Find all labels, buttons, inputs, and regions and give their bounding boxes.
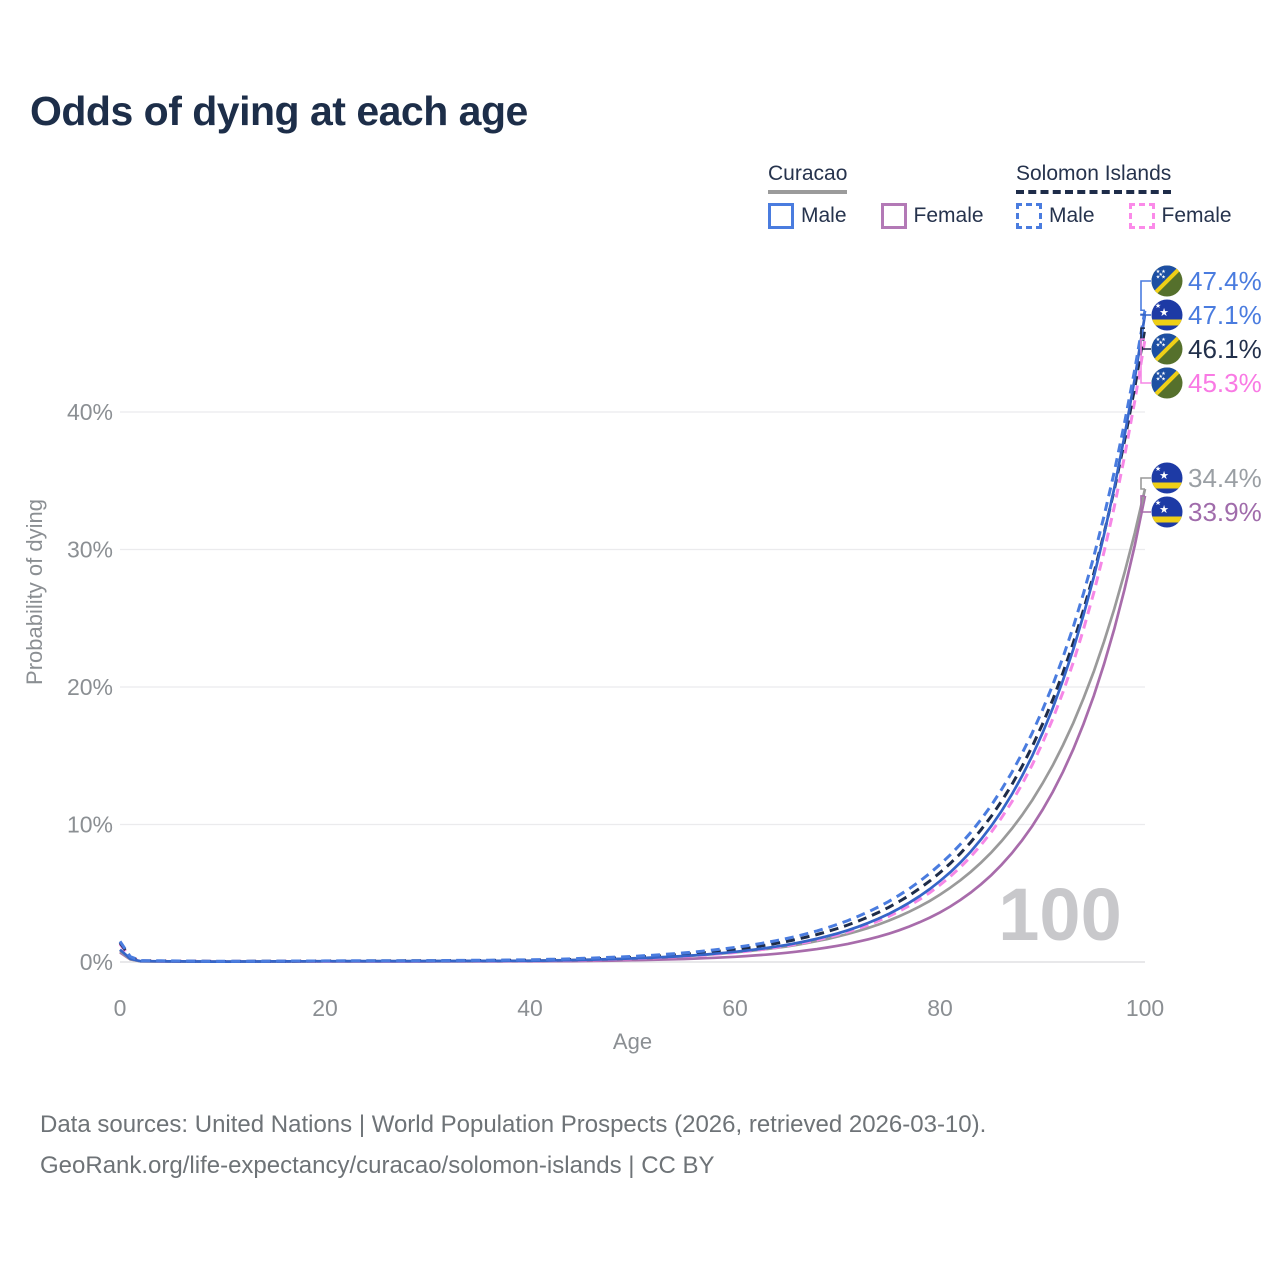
svg-text:★: ★ xyxy=(1161,337,1166,343)
age-counter-watermark: 100 xyxy=(998,873,1121,956)
solomon-islands-flag-icon: ★ ★★ ★★ xyxy=(1151,367,1183,399)
legend-title-solomon-islands: Solomon Islands xyxy=(1016,162,1172,194)
legend-items-solomon-islands: Male Female xyxy=(1016,203,1232,229)
curacao-female-swatch-icon xyxy=(880,203,907,229)
svg-text:★: ★ xyxy=(1161,269,1166,275)
solomon-female-swatch-icon xyxy=(1128,203,1155,229)
footer: Data sources: United Nations | World Pop… xyxy=(40,1104,986,1186)
series-line-curacao-female xyxy=(119,495,1147,964)
x-axis-title: Age xyxy=(613,1029,652,1054)
end-value-label-solomon-islands-male: 47.4% xyxy=(1188,266,1262,296)
legend-group-solomon-islands: Solomon Islands Male Female xyxy=(1016,162,1232,229)
end-label-connector xyxy=(1140,477,1151,490)
y-tick-label: 10% xyxy=(67,812,113,838)
end-value-label-curacao-female: 33.9% xyxy=(1188,497,1262,527)
y-axis-title: Probability of dying xyxy=(22,499,47,685)
svg-text:★: ★ xyxy=(1156,269,1161,275)
svg-text:★: ★ xyxy=(1159,307,1169,319)
svg-text:★: ★ xyxy=(1159,504,1169,516)
svg-text:★: ★ xyxy=(1155,302,1161,310)
legend-group-curacao: Curacao Male Female xyxy=(768,162,984,229)
series-line-solomon-islands-female xyxy=(118,338,1147,964)
series-line-curacao-male xyxy=(119,314,1147,963)
legend-item-label: Male xyxy=(801,204,847,227)
end-label-connector xyxy=(1140,280,1151,312)
svg-text:★: ★ xyxy=(1156,337,1161,343)
x-tick-label: 20 xyxy=(312,995,338,1021)
series-line-solomon-islands-both xyxy=(118,327,1147,964)
curacao-flag-icon: ★★ xyxy=(1151,299,1183,331)
svg-text:★: ★ xyxy=(1155,465,1161,473)
series-line-curacao-both xyxy=(119,488,1147,963)
legend-item-label: Female xyxy=(1161,204,1232,227)
x-tick-label: 40 xyxy=(517,995,543,1021)
end-label-connector xyxy=(1140,495,1151,513)
legend-item-solomon-male[interactable]: Male xyxy=(1016,203,1095,229)
legend-item-label: Female xyxy=(913,204,984,227)
x-tick-label: 100 xyxy=(1126,995,1164,1021)
svg-text:★: ★ xyxy=(1159,374,1164,380)
legend-item-curacao-female[interactable]: Female xyxy=(880,203,984,229)
x-tick-label: 60 xyxy=(722,995,748,1021)
footer-attribution-url: GeoRank.org/life-expectancy/curacao/solo… xyxy=(40,1152,715,1179)
solomon-islands-flag-icon: ★ ★★ ★★ xyxy=(1151,333,1183,365)
end-value-label-solomon-islands-both: 46.1% xyxy=(1188,334,1262,364)
series-line-solomon-islands-male xyxy=(118,310,1147,963)
svg-text:★: ★ xyxy=(1161,371,1166,377)
end-value-label-curacao-both: 34.4% xyxy=(1188,463,1262,493)
legend-items-curacao: Male Female xyxy=(768,203,984,229)
footer-data-sources: Data sources: United Nations | World Pop… xyxy=(40,1111,987,1138)
svg-text:★: ★ xyxy=(1155,499,1161,507)
svg-text:★: ★ xyxy=(1156,343,1161,349)
svg-text:★: ★ xyxy=(1156,275,1161,281)
svg-text:★: ★ xyxy=(1156,371,1161,377)
end-value-label-solomon-islands-female: 45.3% xyxy=(1188,368,1262,398)
svg-text:★: ★ xyxy=(1161,275,1166,281)
y-tick-label: 30% xyxy=(67,537,113,563)
curacao-male-swatch-icon xyxy=(768,203,794,229)
svg-text:★: ★ xyxy=(1159,340,1164,346)
solomon-male-swatch-icon xyxy=(1016,203,1042,229)
solomon-islands-flag-icon: ★ ★★ ★★ xyxy=(1151,265,1183,297)
x-tick-label: 80 xyxy=(927,995,953,1021)
y-tick-label: 40% xyxy=(67,399,113,425)
legend-item-curacao-male[interactable]: Male xyxy=(768,203,847,229)
y-tick-label: 0% xyxy=(80,949,113,975)
end-value-label-curacao-male: 47.1% xyxy=(1188,300,1262,330)
svg-text:★: ★ xyxy=(1159,470,1169,482)
svg-text:★: ★ xyxy=(1161,343,1166,349)
svg-text:★: ★ xyxy=(1159,272,1164,278)
curacao-flag-icon: ★★ xyxy=(1151,496,1183,528)
curacao-flag-icon: ★★ xyxy=(1151,462,1183,494)
legend-title-curacao: Curacao xyxy=(768,162,848,194)
end-label-connector xyxy=(1140,338,1151,384)
svg-text:★: ★ xyxy=(1161,377,1166,383)
legend-item-label: Male xyxy=(1049,204,1095,227)
page-title: Odds of dying at each age xyxy=(30,88,528,134)
end-label-connector xyxy=(1140,313,1151,316)
legend-item-solomon-female[interactable]: Female xyxy=(1128,203,1232,229)
x-tick-label: 0 xyxy=(114,995,127,1021)
svg-text:★: ★ xyxy=(1156,377,1161,383)
y-tick-label: 20% xyxy=(67,674,113,700)
